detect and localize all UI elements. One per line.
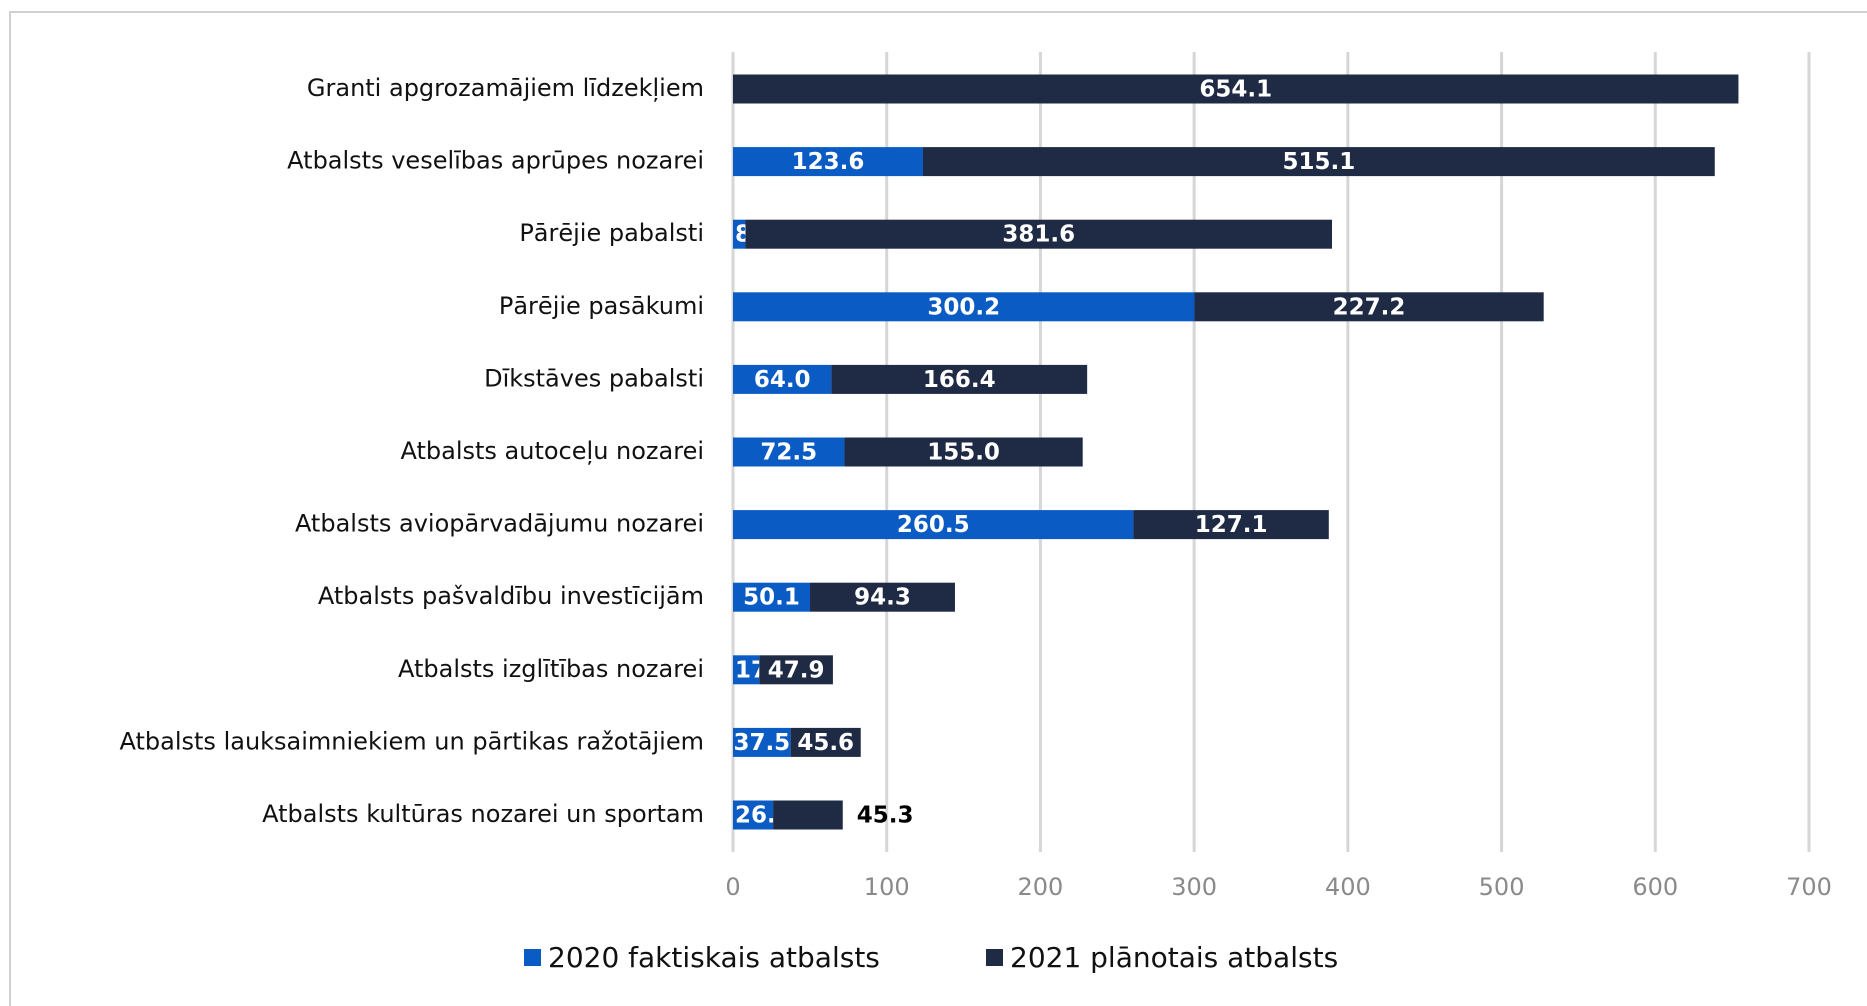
data-label: 515.1 [1282, 149, 1355, 175]
data-label: 260.5 [897, 512, 970, 538]
x-tick-label: 600 [1632, 873, 1678, 901]
data-label: 37.5 [733, 730, 790, 756]
data-label: 94.3 [854, 585, 911, 611]
bar-segment [733, 727, 791, 757]
legend-swatch [524, 949, 541, 966]
bar-segment [831, 364, 1088, 394]
data-label: 300.2 [927, 294, 1000, 320]
bar-segment [810, 582, 955, 612]
bar-segment [733, 74, 1739, 104]
x-tick-label: 300 [1171, 873, 1217, 901]
bar-segment [790, 727, 861, 757]
x-tick-label: 400 [1325, 873, 1371, 901]
bar-segment [733, 364, 832, 394]
bar-segment [773, 800, 843, 830]
data-label: 155.0 [927, 440, 1000, 466]
legend-label: 2021 plānotais atbalsts [1010, 941, 1338, 974]
category-label: Dīkstāves pabalsti [484, 364, 704, 392]
x-tick-label: 200 [1018, 873, 1064, 901]
data-label: 50.1 [743, 585, 800, 611]
bar-segment [759, 655, 833, 685]
data-label: 47.9 [768, 657, 825, 683]
bar-segment [733, 147, 923, 177]
bar-segment [745, 219, 1333, 249]
category-label: Atbalsts autoceļu nozarei [400, 437, 704, 465]
data-label: 381.6 [1002, 222, 1075, 248]
x-tick-label: 0 [725, 873, 740, 901]
category-label: Pārējie pabalsti [519, 219, 704, 247]
bar-segment [733, 437, 845, 467]
bar-segment [733, 510, 1134, 540]
bar-segment [733, 219, 746, 249]
category-label: Atbalsts veselības aprūpes nozarei [287, 147, 704, 175]
x-tick-label: 100 [864, 873, 910, 901]
data-label: 127.1 [1195, 512, 1268, 538]
legend-label: 2020 faktiskais atbalsts [548, 941, 880, 974]
category-label: Granti apgrozamājiem līdzekļiem [307, 74, 704, 102]
data-label: 654.1 [1199, 77, 1272, 103]
bar-segment [733, 292, 1195, 322]
chart-border [9, 11, 1867, 1006]
category-label: Pārējie pasākumi [499, 292, 704, 320]
x-tick-label: 700 [1786, 873, 1832, 901]
bar-segment [733, 582, 811, 612]
data-label: 45.3 [857, 803, 914, 829]
data-label: 123.6 [792, 149, 865, 175]
bar-segment [1194, 292, 1544, 322]
category-label: Atbalsts pašvaldību investīcijām [318, 582, 704, 610]
category-label: Atbalsts lauksaimniekiem un pārtikas raž… [120, 727, 705, 755]
bar-segment [1133, 510, 1329, 540]
bar-segment [733, 655, 760, 685]
category-label: Atbalsts aviopārvadājumu nozarei [295, 510, 704, 538]
data-label: 166.4 [923, 367, 996, 393]
data-label: 72.5 [760, 440, 817, 466]
data-label: 45.6 [797, 730, 854, 756]
x-tick-label: 500 [1479, 873, 1525, 901]
category-label: Atbalsts izglītības nozarei [398, 655, 704, 683]
category-label: Atbalsts kultūras nozarei un sportam [262, 800, 704, 828]
data-label: 227.2 [1333, 294, 1406, 320]
legend-swatch [986, 949, 1003, 966]
bar-segment [922, 147, 1715, 177]
bar-segment [844, 437, 1083, 467]
bar-segment [733, 800, 774, 830]
data-label: 64.0 [754, 367, 811, 393]
